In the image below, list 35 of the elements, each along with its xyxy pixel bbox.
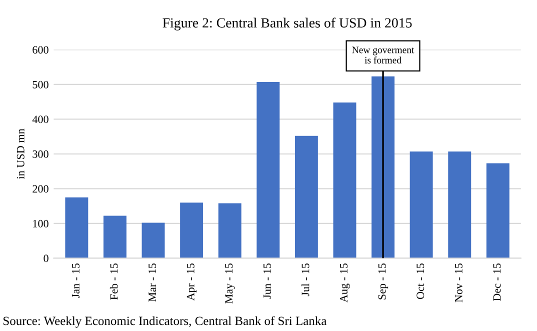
source-note: Source: Weekly Economic Indicators, Central Bank of Sri Lanka — [4, 316, 327, 328]
bar — [448, 151, 472, 258]
bar — [218, 203, 242, 258]
x-tick-label: Oct - 15 — [416, 263, 424, 299]
bar — [65, 197, 88, 258]
chart-title: Figure 2: Central Bank sales of USD in 2015 — [162, 18, 412, 30]
bar — [410, 151, 433, 258]
bar — [333, 102, 356, 258]
y-tick-label: 500 — [32, 80, 48, 88]
y-tick-label: 0 — [44, 254, 48, 262]
x-tick-label: Sep - 15 — [378, 263, 388, 300]
x-tick-label: Apr - 15 — [186, 263, 197, 301]
y-tick-label: 600 — [32, 46, 48, 54]
bar — [256, 82, 280, 258]
bar — [142, 222, 165, 258]
x-tick-label: Nov - 15 — [454, 263, 462, 302]
y-tick-label: 100 — [33, 220, 48, 228]
ref-line-label: New goverment is formed — [352, 46, 414, 64]
y-tick-label: 300 — [32, 150, 48, 158]
x-tick-label: Jun - 15 — [263, 263, 271, 299]
x-tick-label: May - 15 — [225, 263, 235, 304]
bar — [103, 216, 126, 258]
x-tick-label: Mar - 15 — [148, 263, 156, 302]
x-tick-label: Dec - 15 — [493, 263, 501, 301]
y-tick-label: 200 — [32, 185, 48, 193]
x-tick-label: Aug - 15 — [340, 263, 350, 302]
x-tick-label: Feb - 15 — [110, 263, 118, 300]
x-tick-label: Jul - 15 — [301, 263, 310, 296]
bar — [294, 136, 318, 258]
x-tick-label: Jan - 15 — [72, 263, 80, 298]
bar — [180, 202, 204, 258]
bar — [486, 163, 510, 258]
bar — [372, 76, 395, 258]
y-tick-label: 400 — [32, 116, 48, 124]
y-axis-title: in USD mn — [16, 128, 24, 179]
